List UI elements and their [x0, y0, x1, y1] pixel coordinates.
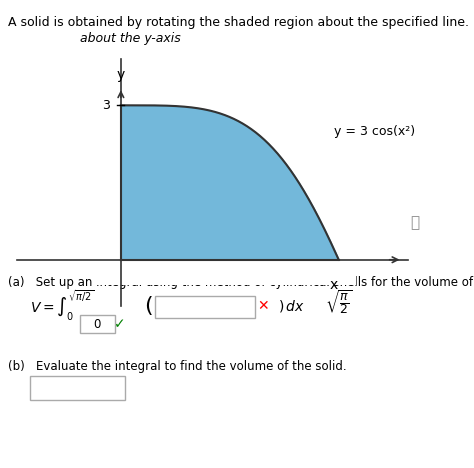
Bar — [80, 315, 115, 333]
Text: ⓘ: ⓘ — [410, 215, 419, 231]
Text: 3: 3 — [102, 99, 110, 112]
Text: (b)   Evaluate the integral to find the volume of the solid.: (b) Evaluate the integral to find the vo… — [8, 360, 346, 373]
Text: ✓: ✓ — [114, 317, 126, 331]
Text: A solid is obtained by rotating the shaded region about the specified line.: A solid is obtained by rotating the shad… — [8, 16, 469, 29]
Text: (a)   Set up an integral using the method of cylindrical shells for the volume o: (a) Set up an integral using the method … — [8, 276, 474, 289]
Text: $\sqrt{\dfrac{\pi}{2}}$: $\sqrt{\dfrac{\pi}{2}}$ — [325, 288, 352, 316]
Bar — [30, 376, 125, 400]
Text: y: y — [117, 68, 125, 82]
Text: about the y-axis: about the y-axis — [80, 32, 181, 45]
Text: x: x — [329, 278, 337, 292]
Text: $V = \int_{0}^{\sqrt{\pi/2}}$: $V = \int_{0}^{\sqrt{\pi/2}}$ — [30, 289, 94, 323]
Text: y = 3 cos(x²): y = 3 cos(x²) — [334, 124, 415, 138]
Text: $) \, dx$: $) \, dx$ — [278, 298, 305, 314]
Text: (: ( — [144, 296, 152, 316]
Bar — [155, 296, 255, 318]
Text: ✕: ✕ — [257, 299, 269, 313]
Text: 0: 0 — [93, 317, 100, 330]
